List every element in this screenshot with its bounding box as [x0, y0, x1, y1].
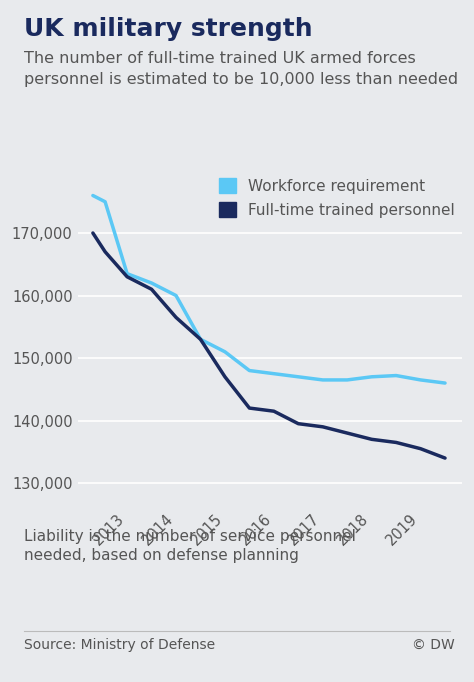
Text: © DW: © DW: [412, 638, 455, 652]
Text: Source: Ministry of Defense: Source: Ministry of Defense: [24, 638, 215, 652]
Text: The number of full-time trained UK armed forces
personnel is estimated to be 10,: The number of full-time trained UK armed…: [24, 51, 458, 87]
Text: UK military strength: UK military strength: [24, 17, 312, 41]
Legend: Workforce requirement, Full-time trained personnel: Workforce requirement, Full-time trained…: [219, 178, 455, 218]
Text: Liability is the number of service personnel
needed, based on defense planning: Liability is the number of service perso…: [24, 529, 355, 563]
